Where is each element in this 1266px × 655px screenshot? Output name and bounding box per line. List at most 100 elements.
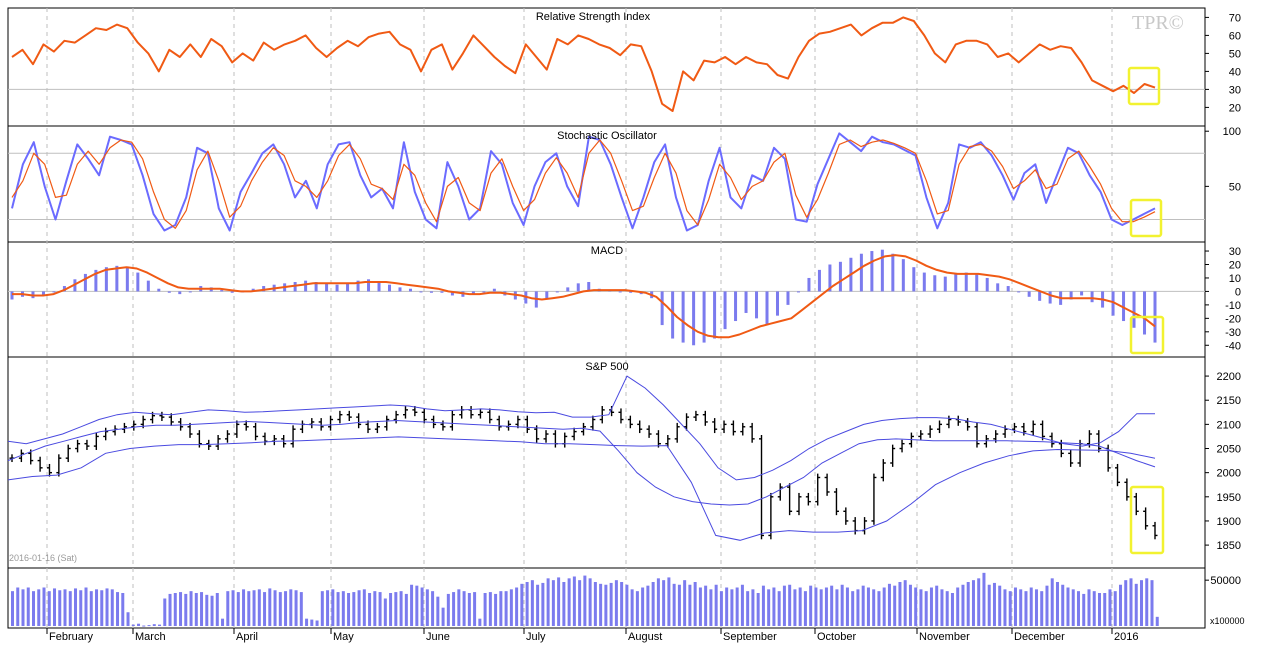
volume-bar	[278, 592, 282, 626]
volume-bar	[263, 592, 267, 626]
volume-bar	[268, 588, 272, 626]
volume-bar	[1155, 616, 1159, 626]
volume-bar	[625, 584, 629, 626]
volume-bar	[940, 589, 944, 626]
volume-bar	[1118, 584, 1122, 626]
macd-histogram-bar	[125, 267, 129, 292]
volume-bar	[730, 589, 734, 626]
macd-y-tick-label: 10	[1229, 273, 1241, 285]
volume-bar	[142, 625, 146, 627]
macd-histogram-bar	[922, 272, 926, 292]
macd-histogram-bar	[41, 291, 45, 296]
volume-bar	[226, 591, 230, 626]
macd-histogram-bar	[377, 282, 381, 292]
volume-bar	[284, 591, 288, 626]
volume-bar	[861, 585, 865, 626]
volume-bar	[26, 587, 30, 626]
volume-bar	[84, 587, 88, 626]
volume-bar	[247, 591, 251, 626]
macd-y-tick-label: -10	[1225, 300, 1241, 312]
volume-bar	[1139, 580, 1143, 626]
macd-histogram-bar	[702, 291, 706, 343]
volume-bar	[152, 624, 156, 626]
rsi-y-tick-label: 60	[1229, 30, 1241, 42]
macd-histogram-bar	[262, 286, 266, 292]
volume-bar	[688, 584, 692, 626]
volume-bar	[420, 587, 424, 626]
volume-bar	[824, 587, 828, 626]
volume-bar	[929, 587, 933, 626]
month-label: December	[1014, 631, 1065, 643]
macd-histogram-bar	[388, 284, 392, 292]
rsi-panel-title: Relative Strength Index	[536, 11, 651, 23]
bollinger-upper-band	[7, 375, 1155, 481]
volume-bar	[735, 587, 739, 626]
volume-bar	[410, 584, 414, 626]
volume-bar	[1103, 593, 1107, 626]
volume-bar	[635, 591, 639, 626]
volume-bar	[179, 592, 183, 626]
bollinger-middle-band	[7, 419, 1156, 506]
volume-bar	[578, 580, 582, 626]
volume-bar	[184, 593, 188, 626]
macd-histogram-bar	[545, 291, 549, 299]
volume-bar	[47, 591, 51, 626]
volume-bar	[520, 583, 524, 626]
volume-bar	[908, 584, 912, 626]
volume-bar	[158, 624, 162, 626]
volume-bar	[1045, 585, 1049, 626]
volume-bar	[562, 582, 566, 626]
volume-bar	[37, 589, 41, 626]
volume-bar	[1145, 578, 1149, 626]
macd-histogram-bar	[891, 253, 895, 292]
volume-bar	[1061, 584, 1065, 626]
volume-bar	[441, 607, 445, 626]
volume-bar	[1024, 591, 1028, 626]
highlight-box-rsi	[1127, 66, 1161, 106]
macd-histogram-bar	[178, 291, 182, 295]
volume-bar	[667, 577, 671, 626]
volume-bar	[966, 582, 970, 626]
volume-bar	[415, 585, 419, 626]
volume-bar	[992, 582, 996, 626]
macd-y-tick-label: 20	[1229, 260, 1241, 272]
volume-bar	[446, 593, 450, 626]
volume-bar	[352, 592, 356, 626]
macd-histogram-bar	[796, 291, 800, 293]
volume-bar	[494, 593, 498, 626]
macd-histogram-bar	[251, 288, 255, 292]
volume-bar	[604, 584, 608, 626]
volume-bar	[851, 591, 855, 626]
volume-bar	[252, 590, 256, 626]
watermark: TPR©	[1132, 12, 1184, 34]
volume-bar	[341, 591, 345, 626]
volume-bar	[488, 592, 492, 626]
volume-bar	[599, 583, 603, 626]
macd-y-tick-label: -30	[1225, 327, 1241, 339]
macd-histogram-bar	[62, 286, 66, 292]
volume-bar	[1019, 589, 1023, 626]
volume-bar	[887, 583, 891, 626]
volume-bar	[457, 589, 461, 626]
month-label: June	[426, 631, 450, 643]
volume-bar	[761, 585, 765, 626]
macd-histogram-bar	[975, 273, 979, 292]
macd-histogram-bar	[136, 272, 140, 292]
volume-bar	[620, 582, 624, 626]
volume-bar	[11, 591, 14, 626]
macd-histogram-bar	[1048, 291, 1052, 304]
macd-histogram-bar	[671, 291, 675, 339]
volume-bar	[147, 625, 151, 627]
rsi-y-tick-label: 70	[1229, 12, 1241, 24]
macd-histogram-bar	[765, 291, 769, 326]
macd-histogram-bar	[94, 269, 98, 292]
macd-histogram-bar	[83, 273, 87, 292]
volume-bar	[89, 591, 93, 626]
volume-bar	[1124, 580, 1128, 626]
macd-histogram-bar	[314, 282, 318, 292]
macd-histogram-bar	[167, 291, 171, 293]
volume-bar	[504, 591, 508, 626]
volume-bar	[16, 587, 20, 626]
volume-bar	[719, 591, 723, 626]
volume-bar	[609, 582, 613, 626]
